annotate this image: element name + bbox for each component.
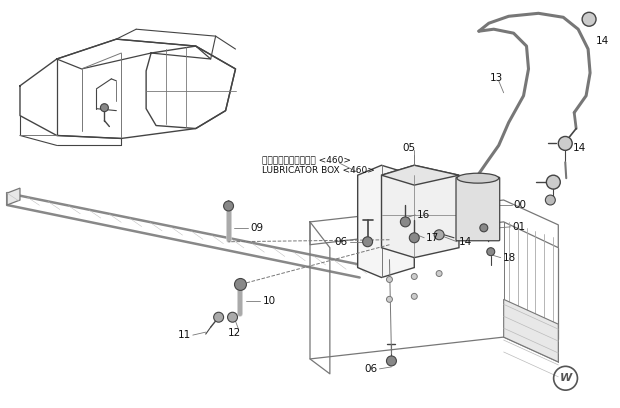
Polygon shape [503, 299, 558, 362]
Text: 06: 06 [335, 237, 348, 247]
Circle shape [228, 312, 237, 322]
Circle shape [401, 217, 410, 227]
Circle shape [386, 296, 392, 302]
Text: 17: 17 [426, 233, 440, 243]
Text: 06: 06 [365, 364, 378, 374]
Circle shape [546, 175, 560, 189]
Text: 14: 14 [459, 237, 472, 247]
Polygon shape [381, 165, 459, 185]
Circle shape [214, 312, 224, 322]
Text: 13: 13 [490, 73, 503, 83]
Circle shape [480, 224, 488, 232]
Circle shape [546, 195, 556, 205]
Text: 05: 05 [403, 143, 416, 153]
Text: 11: 11 [177, 330, 191, 340]
Circle shape [409, 233, 419, 243]
Circle shape [411, 293, 417, 299]
Text: 14: 14 [574, 143, 587, 153]
Text: 16: 16 [417, 210, 430, 220]
Text: リブリケータボックス <460>: リブリケータボックス <460> [262, 156, 352, 165]
Polygon shape [7, 188, 20, 205]
Ellipse shape [457, 173, 498, 183]
Polygon shape [358, 165, 414, 277]
Text: LUBRICATOR BOX <460>: LUBRICATOR BOX <460> [262, 166, 375, 175]
Circle shape [434, 230, 444, 240]
Circle shape [100, 104, 108, 112]
Circle shape [582, 12, 596, 26]
Circle shape [224, 201, 234, 211]
Text: 01: 01 [513, 222, 526, 232]
Circle shape [363, 237, 373, 247]
Polygon shape [381, 165, 459, 257]
Circle shape [411, 273, 417, 279]
Circle shape [487, 248, 495, 256]
Text: 14: 14 [596, 36, 609, 46]
Circle shape [234, 279, 246, 290]
Circle shape [558, 136, 572, 151]
Circle shape [386, 277, 392, 282]
Circle shape [386, 356, 396, 366]
Circle shape [436, 271, 442, 277]
Text: W: W [559, 373, 572, 383]
FancyBboxPatch shape [456, 177, 500, 241]
Text: 12: 12 [228, 328, 241, 338]
Text: 09: 09 [250, 223, 264, 233]
Text: 18: 18 [503, 253, 516, 263]
Text: 00: 00 [513, 200, 526, 210]
Text: 10: 10 [262, 296, 275, 306]
